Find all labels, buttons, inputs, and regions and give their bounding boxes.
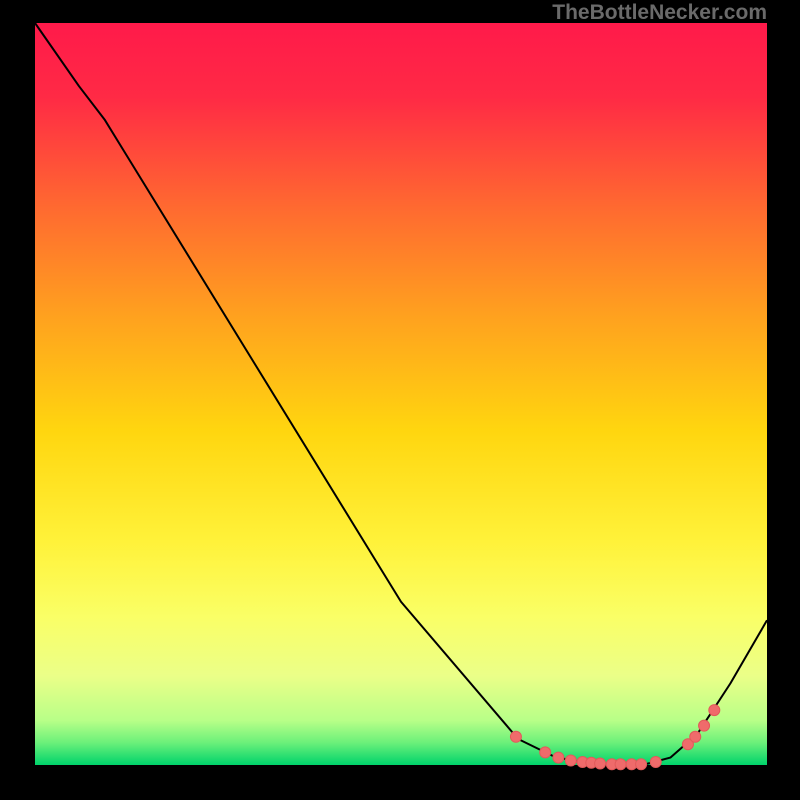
watermark-label: TheBottleNecker.com (552, 1, 767, 25)
plot-area (35, 23, 767, 765)
